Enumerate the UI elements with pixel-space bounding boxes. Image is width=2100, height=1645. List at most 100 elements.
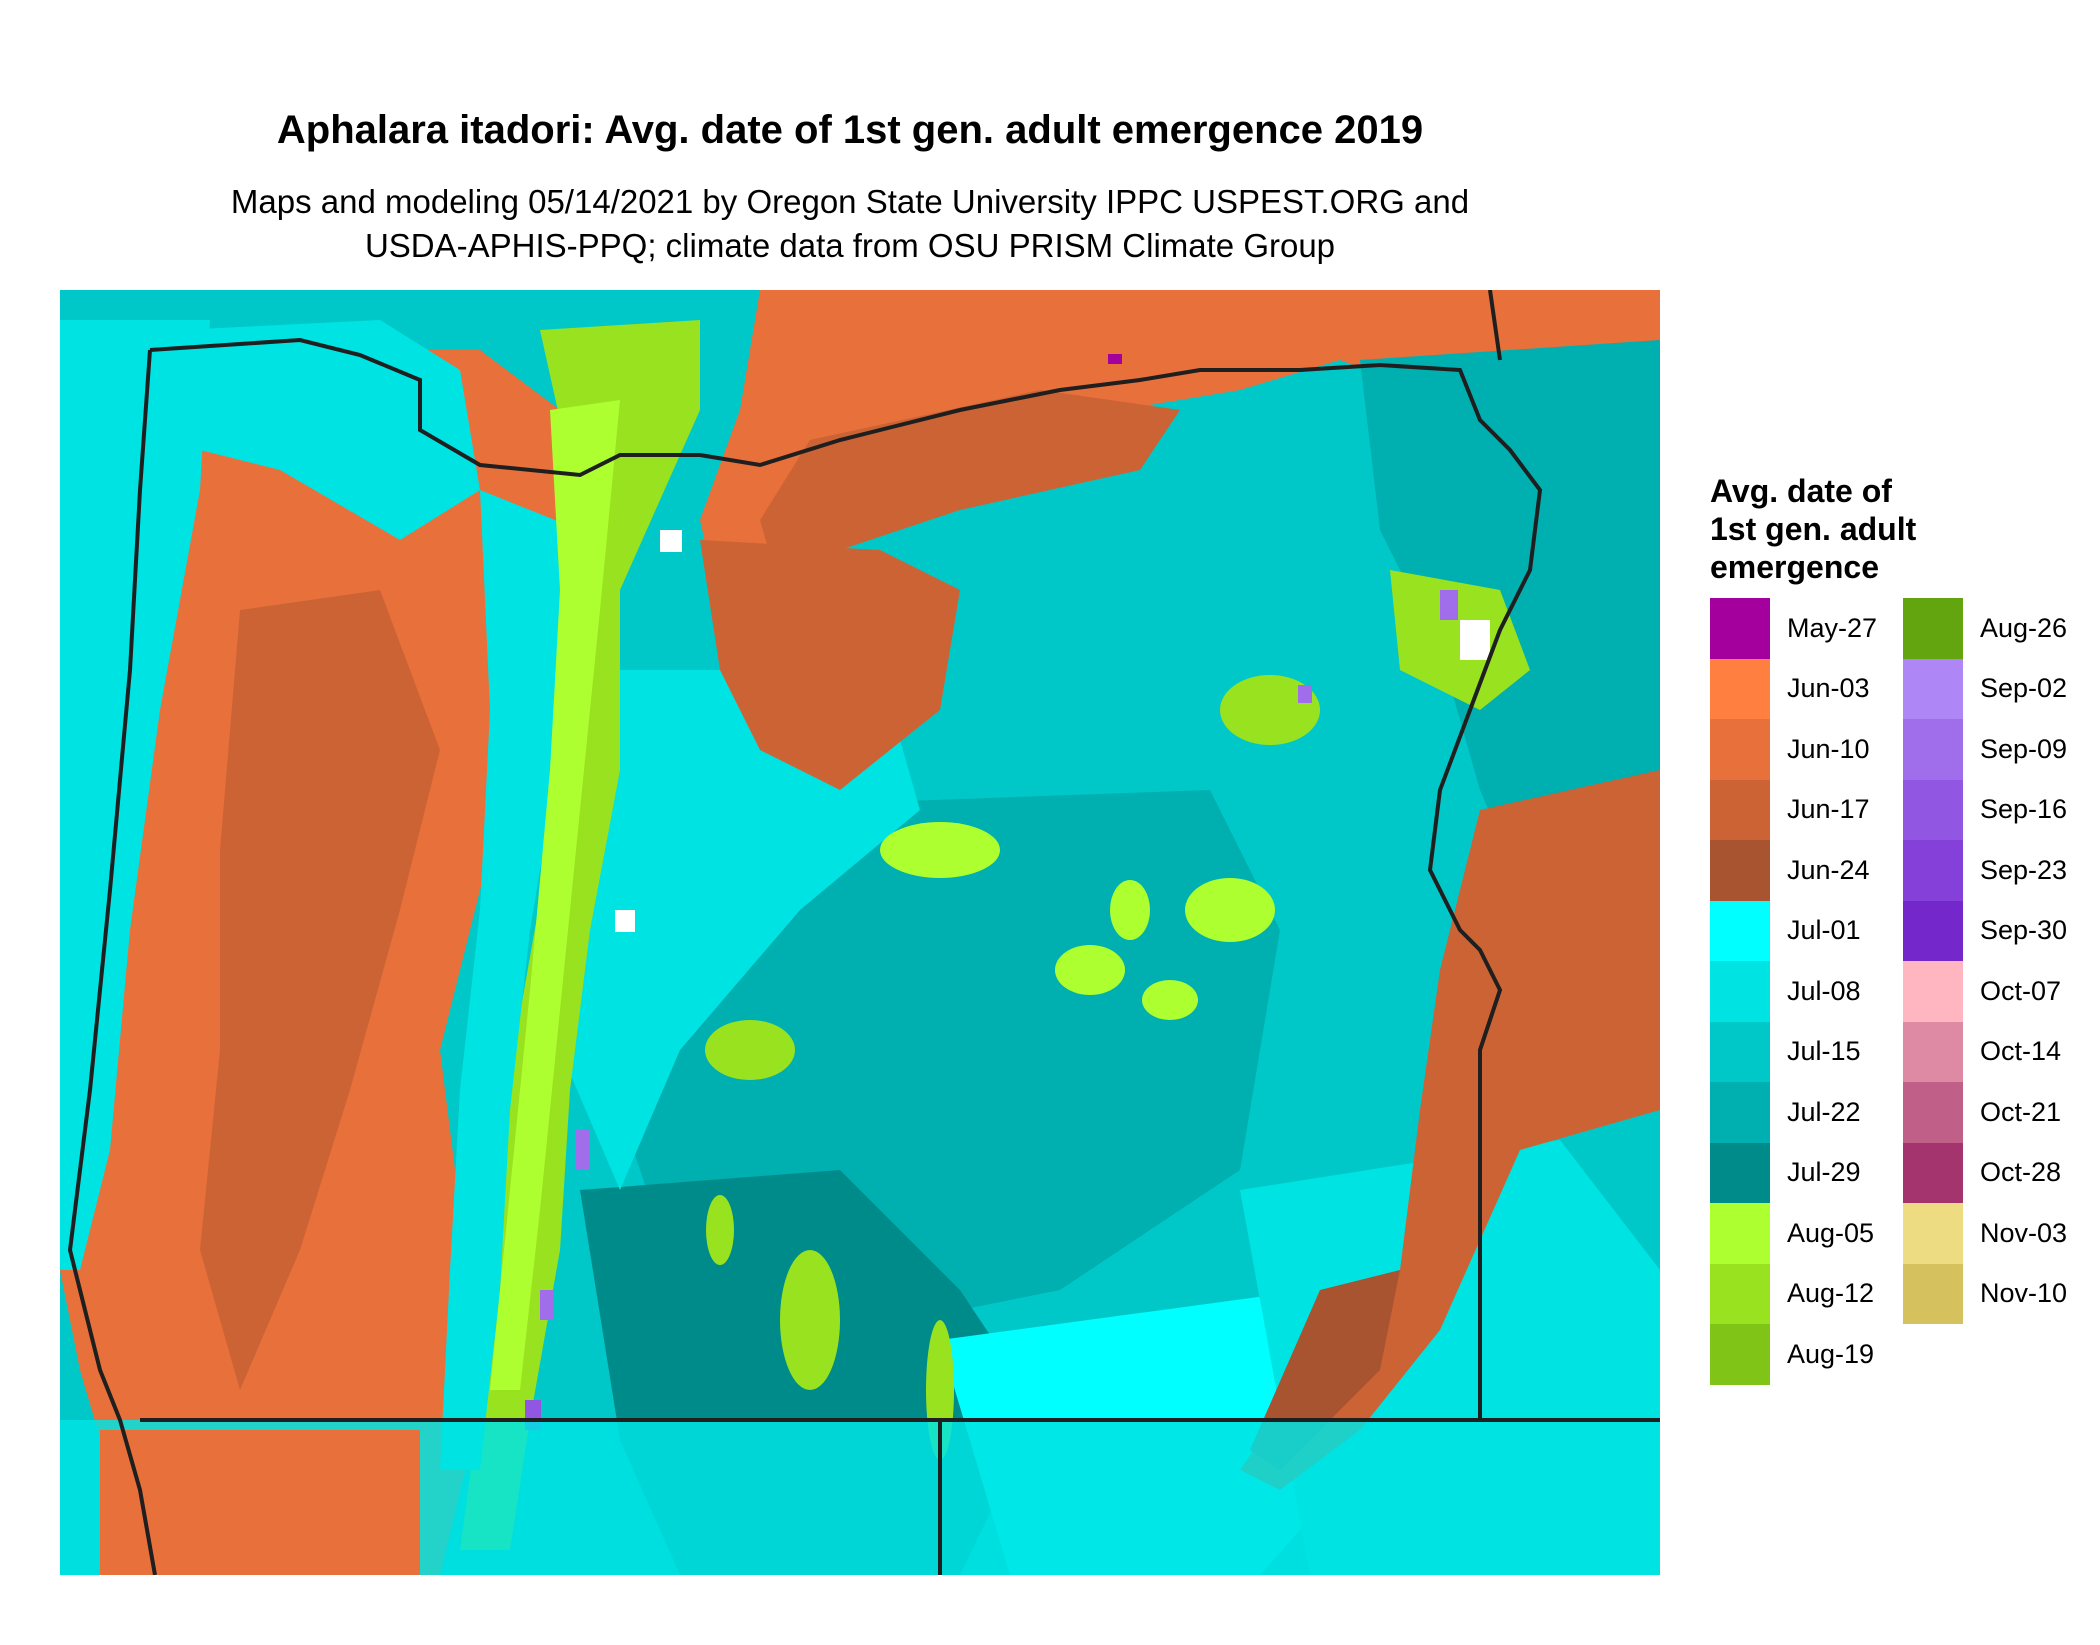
legend-item: Jul-08: [1710, 961, 1877, 1022]
green-patch-1: [880, 822, 1000, 878]
legend-column-1: May-27 Jun-03 Jun-10 Jun-17 Jun-24 Jul-01 Jul-…: [1710, 598, 1877, 1385]
magenta-dot-1: [1108, 354, 1122, 364]
cascade-white-2: [660, 530, 682, 552]
legend-swatch: [1903, 779, 1963, 840]
legend-swatch: [1710, 658, 1770, 719]
cascade-purple-2: [540, 1290, 554, 1320]
legend-column-2: Aug-26 Sep-02 Sep-09 Sep-16 Sep-23 Sep-30 Oct-…: [1903, 598, 2067, 1324]
green-patch-6: [1110, 880, 1150, 940]
legend-item: Sep-09: [1903, 719, 2067, 780]
green-patch-8: [1220, 675, 1320, 745]
legend-swatch: [1903, 900, 1963, 961]
legend-item: Jun-03: [1710, 658, 1877, 719]
legend-swatch: [1903, 719, 1963, 780]
legend-item: Jun-17: [1710, 779, 1877, 840]
legend-swatch: [1710, 900, 1770, 961]
legend-item: Oct-07: [1903, 961, 2067, 1022]
legend-swatch: [1710, 1263, 1770, 1324]
legend-title: Avg. date of 1st gen. adult emergence: [1710, 472, 2090, 586]
legend-label: Nov-03: [1980, 1217, 2068, 1248]
legend-item: Jun-10: [1710, 719, 1877, 780]
blue-mountains-white: [1460, 620, 1490, 660]
legend-swatch: [1903, 1142, 1963, 1203]
legend-label: Sep-16: [1980, 794, 2068, 825]
legend-swatch: [1903, 1203, 1963, 1264]
legend-label: Jul-08: [1787, 975, 1861, 1006]
legend-swatch: [1903, 1263, 1963, 1324]
washington-idaho-border: [1488, 290, 1502, 361]
green-patch-4: [705, 1020, 795, 1080]
legend-item: Sep-02: [1903, 658, 2068, 719]
legend-title-line-2: 1st gen. adult: [1710, 511, 1917, 547]
legend-label: Oct-28: [1980, 1157, 2062, 1188]
state-boundaries: [67, 290, 1660, 1575]
legend-item: Nov-10: [1903, 1263, 2068, 1324]
legend-label: Oct-14: [1980, 1036, 2062, 1067]
legend-item: Aug-12: [1710, 1263, 1877, 1324]
legend-item: May-27: [1710, 598, 1877, 659]
legend-label: Jul-15: [1787, 1036, 1861, 1067]
legend-label: Nov-10: [1980, 1278, 2068, 1309]
legend-item: Nov-03: [1903, 1203, 2067, 1264]
legend-item: Sep-16: [1903, 779, 2068, 840]
legend-swatch: [1710, 961, 1770, 1022]
legend-item: Oct-28: [1903, 1142, 2067, 1203]
legend-item: Jun-24: [1710, 840, 1877, 901]
legend-swatch: [1710, 1142, 1770, 1203]
blue-mountains-purple: [1440, 590, 1458, 620]
legend-swatch: [1903, 598, 1963, 659]
legend-title-line-1: Avg. date of: [1710, 473, 1892, 509]
columbia-river-border: [149, 337, 1543, 1420]
legend-swatch: [1903, 840, 1963, 901]
legend-swatch: [1903, 961, 1963, 1022]
cascade-white-1: [615, 910, 635, 932]
legend-item: Jul-29: [1710, 1142, 1877, 1203]
north-central-orange-lobe: [700, 540, 960, 790]
green-patch-2: [1055, 945, 1125, 995]
legend-swatch: [1903, 1021, 1963, 1082]
legend-label: Jul-22: [1787, 1096, 1861, 1127]
legend-label: Jun-03: [1787, 673, 1870, 704]
legend-item: Aug-05: [1710, 1203, 1877, 1264]
legend-label: Oct-07: [1980, 975, 2062, 1006]
legend-swatch: [1710, 719, 1770, 780]
subtitle-line-2: USDA-APHIS-PPQ; climate data from OSU PR…: [364, 227, 1336, 264]
legend-label: Jun-10: [1787, 733, 1870, 764]
green-patch-7: [780, 1250, 840, 1390]
legend-item: Jul-01: [1710, 900, 1877, 961]
legend-label: May-27: [1787, 612, 1878, 643]
legend-label: Sep-09: [1980, 733, 2068, 764]
legend-title-line-3: emergence: [1710, 549, 1879, 585]
south-strip-orange: [100, 1430, 420, 1575]
legend-label: Aug-19: [1787, 1338, 1875, 1369]
legend-swatch: [1710, 1082, 1770, 1143]
legend-swatch: [1710, 840, 1770, 901]
legend-swatch: [1903, 1082, 1963, 1143]
valley-dark-orange: [200, 590, 440, 1390]
subtitle-line-1: Maps and modeling 05/14/2021 by Oregon S…: [230, 183, 1470, 220]
legend-label: Sep-02: [1980, 673, 2068, 704]
legend-label: Sep-23: [1980, 854, 2068, 885]
legend-label: Jul-29: [1787, 1157, 1861, 1188]
south-strip-cyan: [60, 1420, 1660, 1575]
cascade-core-green: [490, 400, 620, 1390]
legend-item: Jul-22: [1710, 1082, 1877, 1143]
legend-item: Sep-23: [1903, 840, 2067, 901]
legend-item: Oct-21: [1903, 1082, 2067, 1143]
legend-swatch: [1710, 1021, 1770, 1082]
map-title: Aphalara itadori: Avg. date of 1st gen. …: [276, 108, 1424, 152]
legend-item: Oct-14: [1903, 1021, 2067, 1082]
legend-swatch: [1710, 1203, 1770, 1264]
purple-spot-1: [1298, 685, 1312, 703]
green-patch-5: [1142, 980, 1198, 1020]
legend-swatch: [1710, 1324, 1770, 1385]
legend-item: Aug-26: [1903, 598, 2067, 659]
east-orange-region: [1240, 770, 1660, 1490]
columbia-basin-dark: [760, 390, 1180, 590]
legend-label: Jun-17: [1787, 794, 1870, 825]
cascade-purple-1: [575, 1130, 589, 1170]
legend-label: Aug-12: [1787, 1278, 1875, 1309]
legend-label: Aug-26: [1980, 612, 2068, 643]
green-patch-10: [706, 1195, 734, 1265]
legend-label: Jul-01: [1787, 915, 1861, 946]
